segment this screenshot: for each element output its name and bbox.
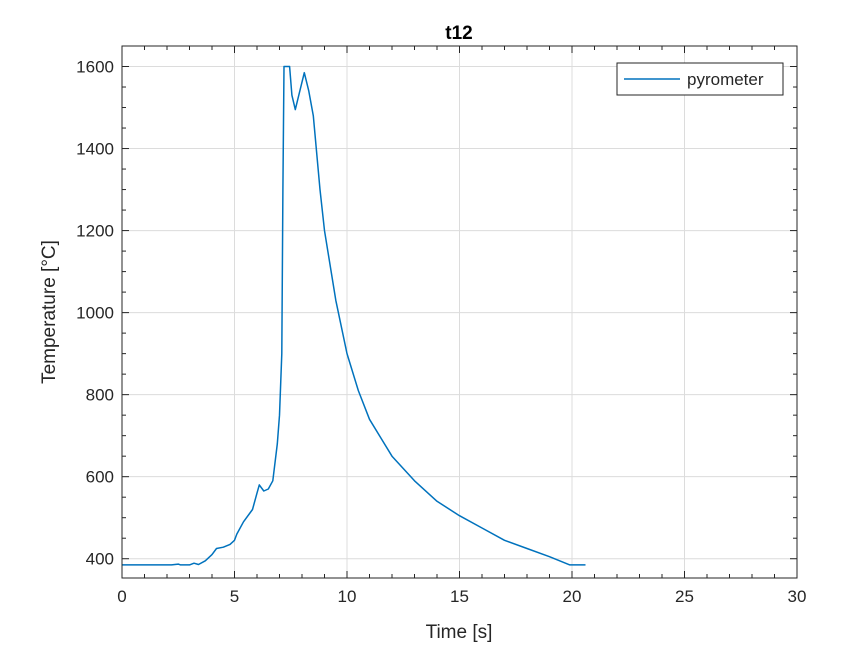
y-tick-label: 1400	[76, 140, 114, 159]
y-tick-label: 400	[86, 550, 114, 569]
y-tick-label: 600	[86, 468, 114, 487]
y-tick-label: 800	[86, 386, 114, 405]
y-tick-label: 1600	[76, 58, 114, 77]
ticks: 0 5 10 15 20 25 30 400 600 800 1000 1200 1400 1600	[76, 45, 807, 606]
series-line-pyrometer	[122, 65, 586, 566]
legend-label: pyrometer	[687, 70, 764, 89]
x-tick-label: 30	[788, 587, 807, 606]
x-axis-label: Time [s]	[426, 622, 493, 643]
legend: pyrometer	[616, 62, 784, 96]
x-tick-label: 0	[117, 587, 126, 606]
plot-frame	[121, 45, 798, 579]
y-tick-label: 1200	[76, 222, 114, 241]
y-axis-label: Temperature [°C]	[39, 240, 60, 384]
x-tick-label: 10	[338, 587, 357, 606]
x-tick-label: 15	[450, 587, 469, 606]
grid	[121, 46, 798, 578]
series-lines	[122, 65, 586, 566]
y-tick-label: 1000	[76, 304, 114, 323]
x-tick-label: 25	[675, 587, 694, 606]
chart-title: t12	[445, 23, 472, 44]
x-tick-label: 20	[563, 587, 582, 606]
x-tick-label: 5	[230, 587, 239, 606]
